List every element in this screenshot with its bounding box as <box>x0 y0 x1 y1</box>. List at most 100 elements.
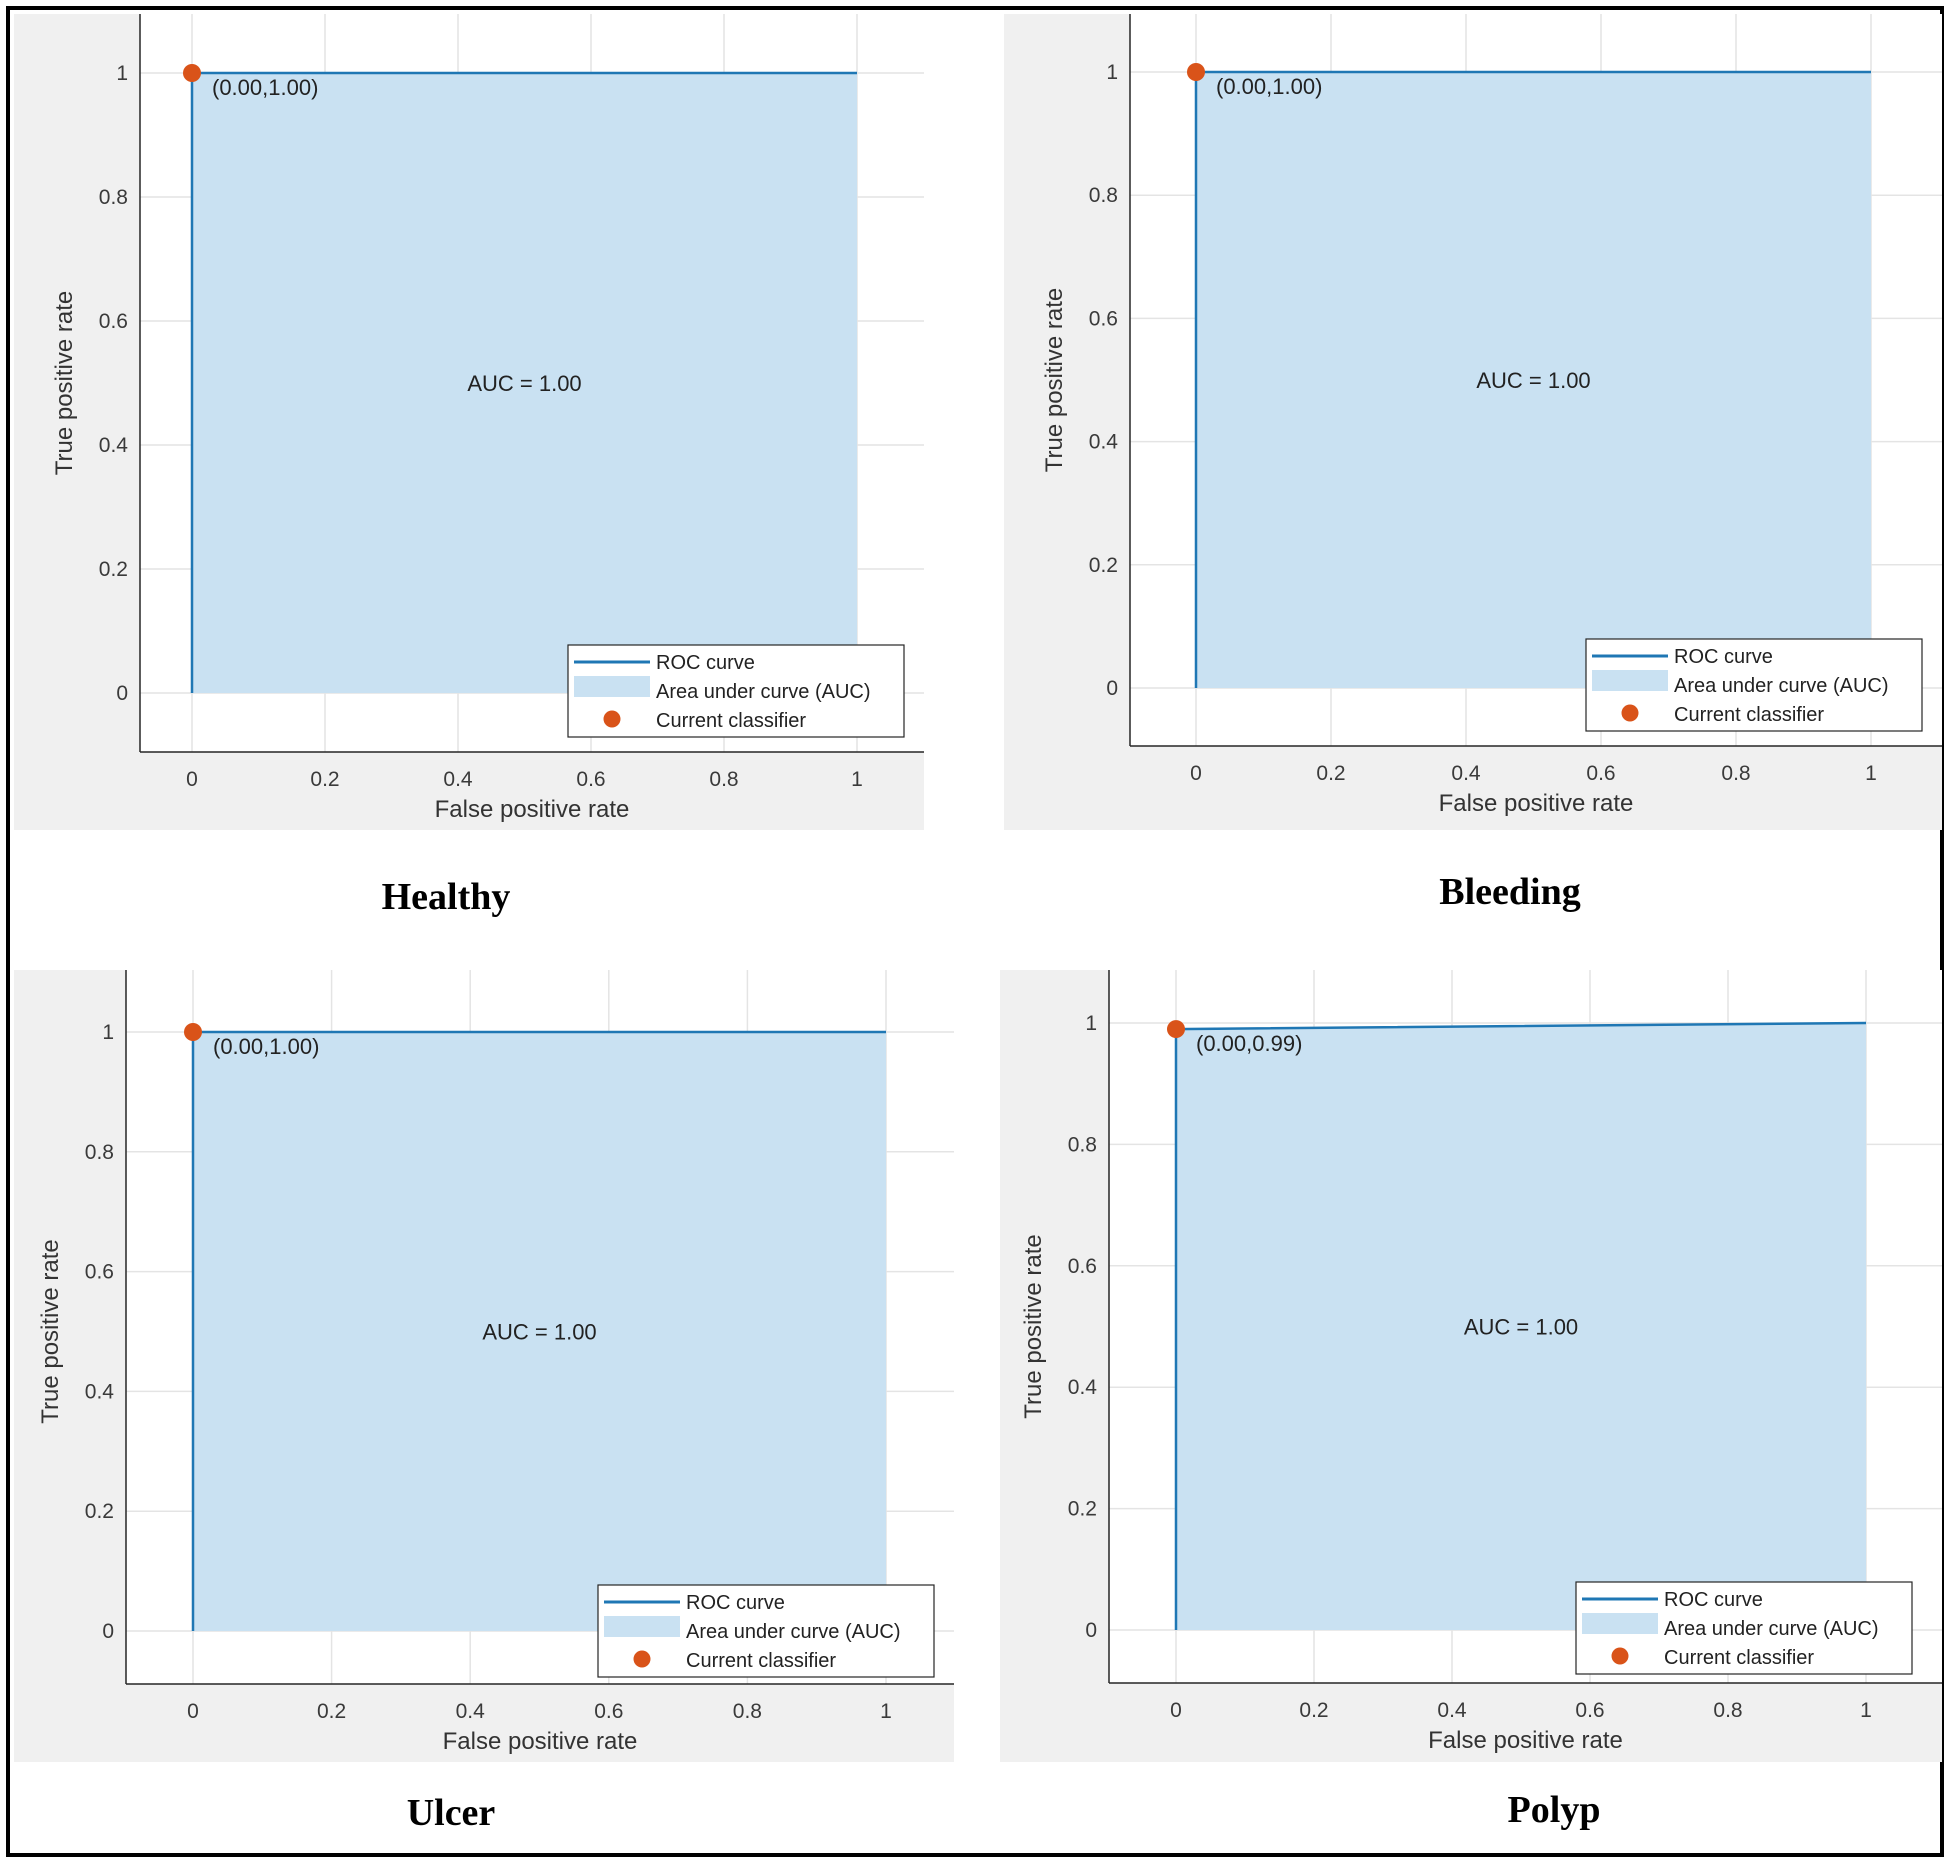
x-tick-label: 1 <box>1860 1699 1872 1722</box>
x-tick-label: 0 <box>1190 762 1202 785</box>
x-tick-label: 0.8 <box>733 1700 762 1723</box>
legend-item-label: Current classifier <box>686 1650 836 1672</box>
y-tick-label: 0.8 <box>85 1141 114 1164</box>
legend-item-label: ROC curve <box>656 652 755 674</box>
x-tick-label: 0.2 <box>1299 1699 1328 1722</box>
x-tick-label: 0.6 <box>576 768 605 791</box>
y-axis-label: True positive rate <box>1020 1234 1047 1419</box>
area-under-curve <box>1176 1023 1866 1630</box>
y-tick-label: 0.8 <box>99 186 128 209</box>
x-tick-label: 0.4 <box>1437 1699 1467 1722</box>
legend-item-label: ROC curve <box>1674 646 1773 668</box>
legend-item-label: Area under curve (AUC) <box>686 1621 901 1643</box>
y-tick-label: 0.4 <box>99 434 129 457</box>
y-tick-label: 0.4 <box>85 1380 115 1403</box>
legend-auc-swatch <box>1592 670 1668 691</box>
legend-item-label: ROC curve <box>1664 1589 1763 1611</box>
classifier-point-label: (0.00,1.00) <box>213 1034 319 1059</box>
legend-item-label: Current classifier <box>656 710 806 732</box>
y-tick-label: 0.6 <box>1089 307 1118 330</box>
y-tick-label: 0 <box>1085 1619 1097 1642</box>
auc-annotation: AUC = 1.00 <box>482 1320 596 1345</box>
y-tick-label: 1 <box>116 62 128 85</box>
x-tick-label: 1 <box>880 1700 892 1723</box>
legend-auc-swatch <box>604 1616 680 1637</box>
x-tick-label: 0.6 <box>594 1700 623 1723</box>
y-axis-label: True positive rate <box>51 291 78 476</box>
legend-item-label: Current classifier <box>1664 1647 1814 1669</box>
x-tick-label: 0.8 <box>709 768 738 791</box>
y-tick-label: 0.2 <box>1089 554 1118 577</box>
x-tick-label: 0.6 <box>1586 762 1615 785</box>
legend-classifier-marker <box>603 710 621 728</box>
x-tick-label: 0.2 <box>317 1700 346 1723</box>
y-tick-label: 0 <box>102 1620 114 1643</box>
legend-classifier-marker <box>633 1650 651 1668</box>
y-tick-label: 0.4 <box>1089 431 1119 454</box>
x-tick-label: 0.8 <box>1713 1699 1742 1722</box>
y-tick-label: 0.4 <box>1068 1376 1098 1399</box>
classifier-point-label: (0.00,1.00) <box>1216 74 1322 99</box>
auc-annotation: AUC = 1.00 <box>467 371 581 396</box>
y-tick-label: 1 <box>102 1021 114 1044</box>
y-tick-label: 0.2 <box>1068 1498 1097 1521</box>
area-under-curve <box>192 73 857 693</box>
y-tick-label: 0.6 <box>1068 1255 1097 1278</box>
roc-chart-svg: 0 0 0.2 0.2 0.4 0.4 0.6 0.6 0.8 0.8 1 1 False positi… <box>1004 14 1942 830</box>
classifier-point <box>184 1023 202 1041</box>
legend-item-label: Area under curve (AUC) <box>1674 675 1889 697</box>
x-tick-label: 0.4 <box>1451 762 1481 785</box>
caption-polyp: Polyp <box>1507 1789 1601 1831</box>
area-under-curve <box>193 1032 886 1631</box>
caption-healthy: Healthy <box>381 876 511 918</box>
legend-classifier-marker <box>1621 704 1639 722</box>
caption-bleeding: Bleeding <box>1439 871 1581 913</box>
legend-item-label: ROC curve <box>686 1592 785 1614</box>
x-tick-label: 0 <box>1170 1699 1182 1722</box>
y-tick-label: 0 <box>1106 677 1118 700</box>
x-tick-label: 0.2 <box>310 768 339 791</box>
roc-chart-svg: 0 0 0.2 0.2 0.4 0.4 0.6 0.6 0.8 0.8 1 1 False positi… <box>1000 970 1942 1762</box>
y-tick-label: 0.8 <box>1089 184 1118 207</box>
x-tick-label: 0.4 <box>443 768 473 791</box>
x-tick-label: 0.2 <box>1316 762 1345 785</box>
y-tick-label: 0 <box>116 682 128 705</box>
roc-panel-ulcer: 0 0 0.2 0.2 0.4 0.4 0.6 0.6 0.8 0.8 1 1 False positi… <box>14 970 954 1762</box>
auc-annotation: AUC = 1.00 <box>1476 368 1590 393</box>
legend: ROC curve Area under curve (AUC) Current c… <box>597 1584 935 1678</box>
roc-panel-healthy: 0 0 0.2 0.2 0.4 0.4 0.6 0.6 0.8 0.8 1 1 False positi… <box>14 14 924 830</box>
roc-panel-bleeding: 0 0 0.2 0.2 0.4 0.4 0.6 0.6 0.8 0.8 1 1 False positi… <box>1004 14 1942 830</box>
classifier-point <box>1167 1020 1185 1039</box>
x-tick-label: 0.6 <box>1575 1699 1604 1722</box>
y-axis-label: True positive rate <box>1041 288 1068 473</box>
classifier-point-label: (0.00,0.99) <box>1196 1031 1302 1056</box>
y-tick-label: 0.2 <box>85 1500 114 1523</box>
roc-chart-svg: 0 0 0.2 0.2 0.4 0.4 0.6 0.6 0.8 0.8 1 1 False positi… <box>14 14 924 830</box>
x-axis-label: False positive rate <box>1439 790 1634 817</box>
caption-ulcer: Ulcer <box>406 1792 496 1834</box>
x-tick-label: 0 <box>187 1700 199 1723</box>
legend-classifier-marker <box>1611 1647 1629 1665</box>
legend: ROC curve Area under curve (AUC) Current c… <box>1585 638 1923 732</box>
y-tick-label: 1 <box>1106 61 1118 84</box>
legend: ROC curve Area under curve (AUC) Current c… <box>567 644 905 738</box>
x-axis-label: False positive rate <box>1428 1727 1623 1754</box>
roc-chart-svg: 0 0 0.2 0.2 0.4 0.4 0.6 0.6 0.8 0.8 1 1 False positi… <box>14 970 954 1762</box>
legend-item-label: Current classifier <box>1674 704 1824 726</box>
x-tick-label: 0 <box>186 768 198 791</box>
area-under-curve <box>1196 72 1871 688</box>
y-tick-label: 0.6 <box>85 1261 114 1284</box>
figure-frame <box>6 6 1944 1857</box>
classifier-point <box>1187 63 1205 81</box>
y-tick-label: 1 <box>1085 1012 1097 1035</box>
legend-auc-swatch <box>1582 1613 1658 1634</box>
y-tick-label: 0.2 <box>99 558 128 581</box>
auc-annotation: AUC = 1.00 <box>1464 1315 1578 1340</box>
x-tick-label: 0.8 <box>1721 762 1750 785</box>
y-tick-label: 0.8 <box>1068 1133 1097 1156</box>
x-axis-label: False positive rate <box>435 796 630 823</box>
y-axis-label: True positive rate <box>37 1239 64 1424</box>
classifier-point <box>183 64 201 82</box>
legend-item-label: Area under curve (AUC) <box>1664 1618 1879 1640</box>
x-tick-label: 1 <box>1865 762 1877 785</box>
